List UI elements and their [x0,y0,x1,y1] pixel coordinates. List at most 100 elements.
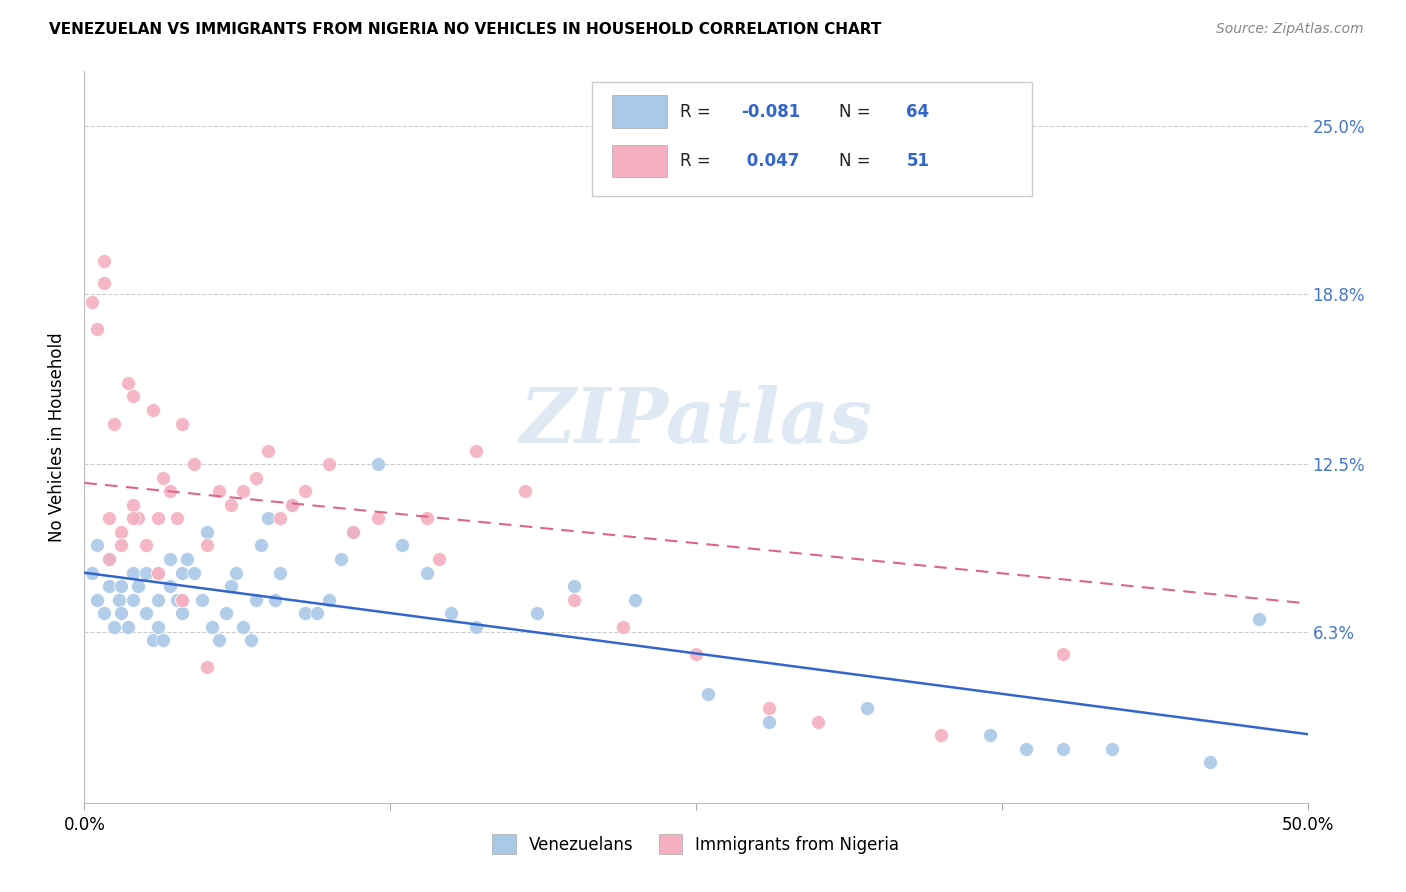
Point [318,457,340,471]
Point [93,606,115,620]
Point [172,592,194,607]
Point [117,620,139,634]
Point [135,606,157,620]
Point [856,701,879,715]
Point [166,511,188,525]
Point [758,701,780,715]
Point [416,511,439,525]
Point [86,322,108,336]
Point [86,538,108,552]
Point [1015,741,1038,756]
FancyBboxPatch shape [612,145,666,178]
Point [146,511,169,525]
Point [318,592,340,607]
Point [1320,124,1343,138]
Point [219,579,242,593]
Point [269,511,291,525]
Point [195,524,218,539]
Point [159,579,181,593]
Point [172,566,194,580]
Point [427,552,450,566]
Text: 64: 64 [907,103,929,120]
Point [172,592,194,607]
FancyBboxPatch shape [612,95,666,128]
Point [1247,611,1270,625]
Point [122,566,145,580]
Point [142,633,165,648]
Point [103,620,125,634]
Text: Source: ZipAtlas.com: Source: ZipAtlas.com [1216,22,1364,37]
Point [183,566,205,580]
Text: -0.081: -0.081 [741,103,800,120]
Point [195,538,218,552]
Point [97,579,120,593]
Point [110,579,132,593]
Point [330,552,353,566]
Point [464,620,486,634]
Point [269,566,291,580]
Point [245,592,267,607]
Point [294,606,316,620]
Point [80,294,103,309]
Point [219,498,242,512]
Point [697,688,720,702]
Point [562,592,585,607]
Point [152,633,174,648]
Text: ZIPatlas: ZIPatlas [519,385,873,459]
Text: 0.0%: 0.0% [63,816,105,834]
Point [142,403,165,417]
Point [146,566,169,580]
Point [929,728,952,742]
Point [103,417,125,431]
Point [807,714,830,729]
Point [305,606,328,620]
Point [86,592,108,607]
Point [232,620,254,634]
Point [127,579,149,593]
Point [191,592,214,607]
Point [294,484,316,499]
Point [110,524,132,539]
Point [93,276,115,290]
Point [97,552,120,566]
Point [245,471,267,485]
Point [166,592,188,607]
Point [195,660,218,674]
Point [758,714,780,729]
Y-axis label: No Vehicles in Household: No Vehicles in Household [48,332,66,542]
Point [232,484,254,499]
Text: 0.047: 0.047 [741,152,800,169]
Point [1052,741,1074,756]
Text: R =: R = [681,152,716,169]
Point [416,566,439,580]
Point [464,443,486,458]
Point [146,620,169,634]
Point [342,524,364,539]
Point [93,254,115,268]
Point [367,457,389,471]
Point [1052,647,1074,661]
Point [1198,755,1220,769]
Point [135,566,157,580]
Point [127,511,149,525]
Point [257,511,280,525]
Point [146,592,169,607]
Point [208,484,231,499]
Point [200,620,222,634]
Point [342,524,364,539]
Point [1101,741,1123,756]
Point [183,457,205,471]
Text: 50.0%: 50.0% [1281,816,1334,834]
Point [215,606,238,620]
Point [146,566,169,580]
Point [264,592,287,607]
Legend: Venezuelans, Immigrants from Nigeria: Venezuelans, Immigrants from Nigeria [486,828,905,860]
Point [152,471,174,485]
Point [612,620,634,634]
Point [122,511,145,525]
Point [80,566,103,580]
Point [110,606,132,620]
Point [225,566,247,580]
Point [135,538,157,552]
Point [159,552,181,566]
